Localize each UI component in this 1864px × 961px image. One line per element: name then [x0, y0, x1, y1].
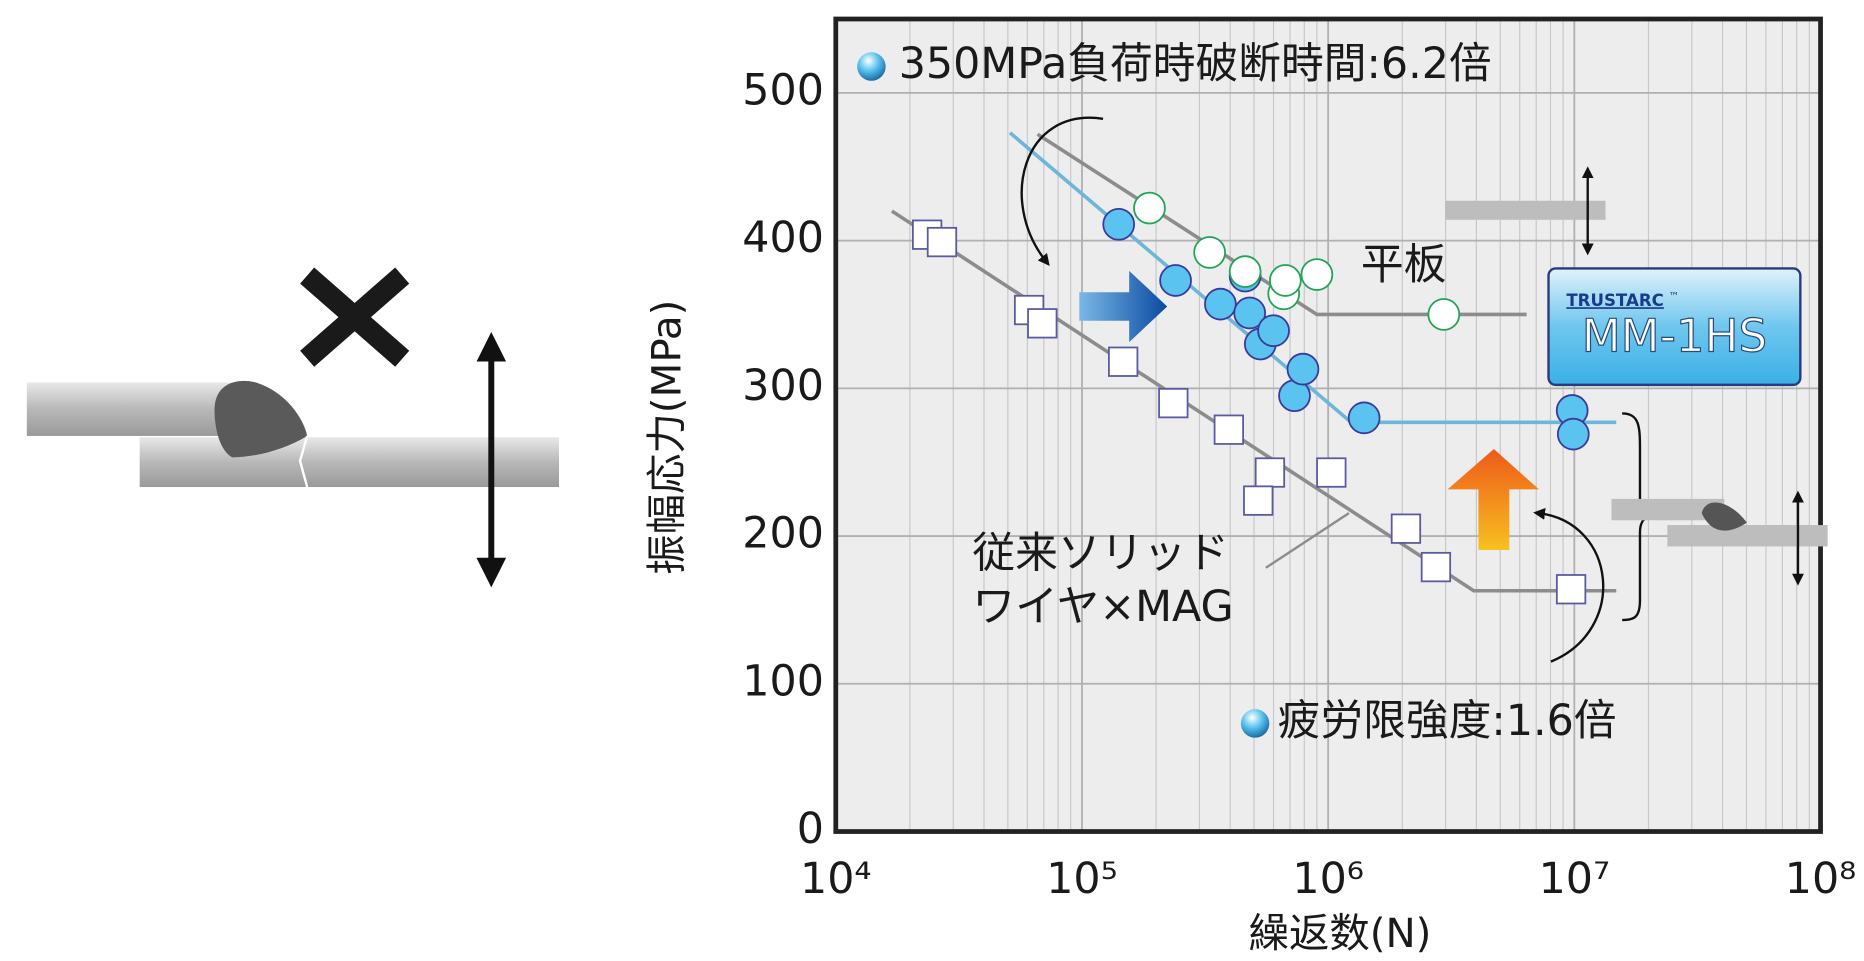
- product-badge: [1547, 267, 1802, 387]
- plate-upper: [26, 382, 241, 436]
- data-point: [1254, 457, 1286, 488]
- plate-lower: [139, 437, 560, 488]
- data-point: [1347, 401, 1381, 435]
- data-point: [1316, 457, 1347, 488]
- curved-arrow: [1533, 508, 1605, 663]
- data-point: [1243, 485, 1274, 516]
- joint-icon-weld: [1701, 502, 1747, 531]
- x-tick-label: 10⁶: [1292, 854, 1364, 904]
- plot-frame: [833, 16, 1823, 834]
- series-label: 平板: [1361, 240, 1447, 290]
- data-point: [1102, 208, 1136, 241]
- data-point: [1286, 352, 1320, 386]
- data-point: [1158, 387, 1189, 419]
- y-tick-label: 0: [797, 804, 824, 854]
- data-point: [1204, 287, 1237, 321]
- y-axis-label: 振幅応力(MPa): [643, 300, 690, 575]
- data-point: [1133, 191, 1166, 225]
- x-axis-label: 繰返数(N): [1249, 910, 1432, 957]
- data-point: [1108, 346, 1139, 377]
- crack: [298, 435, 309, 488]
- y-tick-label: 400: [742, 213, 824, 263]
- data-point: [1213, 414, 1244, 445]
- x-tick-label: 10⁷: [1539, 854, 1611, 904]
- data-point: [1228, 255, 1262, 288]
- weld-bead: [214, 380, 308, 458]
- data-point: [1556, 417, 1590, 451]
- data-point: [1555, 574, 1587, 605]
- y-tick-label: 200: [742, 509, 824, 559]
- cross-mark: [300, 267, 410, 367]
- data-point: [1420, 551, 1452, 583]
- series-label: ワイヤ×MAG: [972, 582, 1233, 632]
- joint-icon-upper: [1611, 498, 1725, 521]
- data-point: [1233, 296, 1267, 330]
- brand: TRUSTARC: [1566, 291, 1664, 310]
- series-label: 従来ソリッド: [972, 528, 1229, 578]
- raise-arrow: [1447, 449, 1540, 550]
- annotation: 350MPa負荷時破断時間:6.2倍: [899, 39, 1492, 89]
- y-tick-label: 100: [742, 656, 824, 706]
- bullet: [1240, 709, 1270, 738]
- data-point: [1390, 513, 1422, 544]
- data-point: [1027, 308, 1058, 339]
- x-tick-label: 10⁸: [1785, 854, 1857, 904]
- product-name: MM-1HS: [1582, 310, 1767, 363]
- bullet: [857, 52, 886, 81]
- trademark: ™: [1668, 290, 1679, 303]
- data-point: [1427, 298, 1461, 331]
- weld-illustration: [26, 267, 560, 588]
- joint-icon-lower: [1667, 525, 1828, 547]
- y-tick-label: 300: [742, 361, 824, 411]
- data-point: [926, 226, 958, 258]
- plate-icon: [1445, 200, 1606, 220]
- x-tick-label: 10⁵: [1046, 854, 1118, 904]
- x-tick-label: 10⁴: [800, 854, 872, 904]
- annotation: 疲労限強度:1.6倍: [1278, 696, 1617, 746]
- data-point: [1193, 236, 1226, 269]
- data-point: [1257, 314, 1290, 348]
- plot: 10⁴ 10⁵ 10⁶ 10⁷ 10⁸ 0 100 200 300 400 500 繰返数(N) 振幅応…: [643, 16, 1857, 957]
- data-point: [1269, 264, 1302, 297]
- shift-arrow: [1079, 270, 1168, 343]
- leader-line: [1265, 512, 1350, 569]
- curved-arrow: [1020, 116, 1104, 266]
- data-point: [1300, 258, 1334, 291]
- data-point: [1159, 264, 1192, 297]
- y-tick-label: 500: [742, 65, 824, 115]
